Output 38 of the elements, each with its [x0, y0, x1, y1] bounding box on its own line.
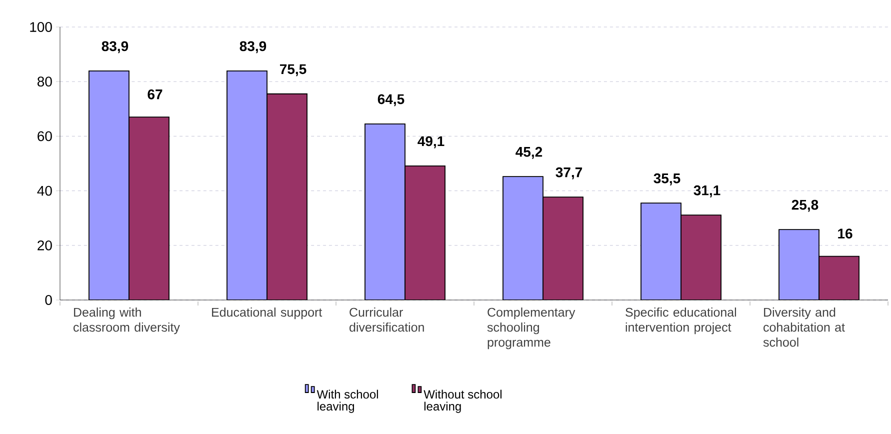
bar	[502, 176, 544, 300]
data-label: 64,5	[378, 94, 404, 106]
x-tick-label: Dealing with classroom diversity	[74, 308, 180, 334]
data-label: 67	[148, 89, 162, 100]
y-tick-label: 0	[45, 295, 52, 305]
data-label: 83,9	[102, 41, 128, 54]
data-label: 83,9	[240, 41, 266, 54]
bar	[266, 93, 308, 300]
data-label: 35,5	[654, 173, 680, 186]
legend-label: Without school leaving	[424, 390, 502, 413]
y-tick-label: 40	[37, 186, 52, 196]
x-tick-label: Curricular diversification	[350, 308, 424, 332]
y-tick-label: 100	[30, 22, 52, 32]
bar	[226, 70, 268, 300]
bar	[364, 123, 406, 300]
data-label: 45,2	[516, 146, 542, 159]
data-label: 49,1	[418, 136, 444, 148]
x-tick-label: Complementary schooling programme	[487, 308, 576, 350]
bar	[542, 196, 584, 300]
data-label: 25,8	[792, 200, 818, 212]
bar	[778, 229, 820, 300]
y-tick-label: 80	[38, 76, 52, 87]
x-tick-label: Educational support	[212, 308, 322, 320]
y-tick-label: 60	[38, 131, 52, 142]
y-tick-label: 20	[38, 240, 52, 250]
x-tick-label: Diversity and cohabitation at school	[763, 308, 845, 347]
data-label: 31,1	[694, 185, 720, 198]
legend-label: With school leaving	[316, 390, 378, 413]
bar	[640, 202, 682, 300]
bar	[128, 116, 170, 300]
bar	[404, 166, 446, 300]
bar	[88, 70, 130, 300]
data-label: 37,7	[556, 167, 582, 180]
data-label: 16	[838, 228, 852, 239]
x-tick-label: Specific educational intervention project	[626, 308, 736, 334]
data-label: 75,5	[280, 64, 306, 76]
bar	[818, 256, 860, 300]
bar	[680, 214, 722, 300]
